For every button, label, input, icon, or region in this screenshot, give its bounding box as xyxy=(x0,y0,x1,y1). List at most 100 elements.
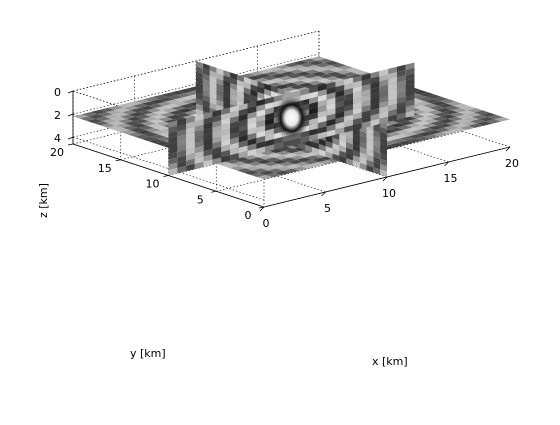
slice-cell xyxy=(335,95,345,103)
slice-cell xyxy=(307,80,323,85)
slice-cell xyxy=(344,77,353,85)
slice-cell xyxy=(359,130,367,139)
slice-cell xyxy=(317,115,327,124)
slice-cell xyxy=(238,119,248,127)
slice-cell xyxy=(361,78,371,86)
slice-cell xyxy=(104,114,120,119)
slice-cell xyxy=(373,146,381,154)
slice-cell xyxy=(431,116,448,122)
slice-cell xyxy=(405,78,415,86)
slice-cell xyxy=(300,135,310,144)
slice-cell xyxy=(308,60,324,66)
slice-cell xyxy=(361,110,371,118)
slice-cell xyxy=(108,105,124,111)
slice-cell xyxy=(168,125,178,134)
slice-cell xyxy=(451,107,468,113)
slice-cell xyxy=(361,99,371,108)
slice-cell xyxy=(248,71,265,76)
slice-cell xyxy=(144,112,160,117)
slice-cell xyxy=(177,155,187,163)
slice-cell xyxy=(388,93,397,101)
slice-cell xyxy=(373,156,381,165)
slice-cell xyxy=(73,114,89,119)
slice-cell xyxy=(212,114,222,123)
slice-cell xyxy=(178,88,195,93)
slice-cell xyxy=(407,118,424,124)
slice-cell xyxy=(405,73,415,81)
slice-cell xyxy=(265,172,282,178)
slice-cell xyxy=(174,97,191,102)
slice-cell xyxy=(269,78,285,83)
y-tick-label: 15 xyxy=(98,162,112,175)
slice-cell xyxy=(421,123,437,128)
slice-cell xyxy=(216,73,224,81)
slice-cell xyxy=(194,124,204,132)
slice-cell xyxy=(476,121,493,126)
slice-cell xyxy=(446,101,463,106)
slice-cell xyxy=(277,75,294,81)
slice-cell xyxy=(243,170,260,175)
x-axis-label: x [km] xyxy=(372,355,408,368)
slice-cell xyxy=(306,65,322,70)
slice-cell xyxy=(271,159,288,165)
slice-cell xyxy=(168,146,178,155)
slice-cell xyxy=(379,84,389,93)
slice-cell xyxy=(428,125,444,130)
slice-cell xyxy=(122,125,139,130)
slice-cell xyxy=(311,141,319,150)
slice-cell xyxy=(266,67,282,72)
slice-cell xyxy=(236,168,253,173)
slice-cell xyxy=(344,82,353,91)
slice-cell xyxy=(265,123,274,131)
slice-cell xyxy=(353,75,362,83)
slice-cell xyxy=(168,157,178,165)
slice-cell xyxy=(233,157,250,162)
slice-cell xyxy=(408,134,425,139)
slice-cell xyxy=(275,150,292,156)
slice-cell xyxy=(379,111,389,119)
slice-cell xyxy=(168,110,185,115)
slice-cell xyxy=(267,152,283,158)
slice-cell xyxy=(230,153,239,161)
slice-cell xyxy=(97,112,113,117)
slice-cell xyxy=(418,112,434,117)
slice-cell xyxy=(352,133,360,142)
slice-cell xyxy=(124,121,141,126)
slice-cell xyxy=(440,114,457,119)
slice-cell xyxy=(212,157,222,165)
slice-cell xyxy=(291,150,307,156)
slice-cell xyxy=(126,116,143,122)
slice-cell xyxy=(286,73,303,79)
y-tick xyxy=(115,159,121,162)
slice-cell xyxy=(264,83,272,92)
slice-cell xyxy=(221,118,230,126)
slice-cell xyxy=(412,125,429,130)
slice-cell xyxy=(405,123,422,128)
slice-cell xyxy=(379,116,389,125)
slice-cell xyxy=(221,128,230,137)
slice-surfaces xyxy=(73,56,510,180)
slice-cell xyxy=(392,134,409,139)
slice-cell xyxy=(236,74,244,83)
slice-cell xyxy=(114,107,131,113)
slice-cell xyxy=(326,102,336,111)
slice-cell xyxy=(202,79,210,87)
slice-cell xyxy=(309,96,318,105)
slice-cell xyxy=(203,138,213,146)
slice-cell xyxy=(326,124,336,132)
slice-cell xyxy=(273,94,283,103)
slice-cell xyxy=(256,104,266,112)
slice-cell xyxy=(130,107,147,113)
slice-cell xyxy=(401,131,418,137)
slice-cell xyxy=(311,71,327,77)
slice-cell xyxy=(263,161,279,167)
slice-cell xyxy=(352,128,360,137)
slice-cell xyxy=(396,85,406,94)
slice-cell xyxy=(318,138,326,147)
slice-cell xyxy=(309,91,318,99)
slice-cell xyxy=(168,141,178,149)
slice-cell xyxy=(223,96,231,105)
slice-cell xyxy=(366,149,374,157)
slice-cell xyxy=(139,105,155,111)
slice-cell xyxy=(160,92,177,98)
